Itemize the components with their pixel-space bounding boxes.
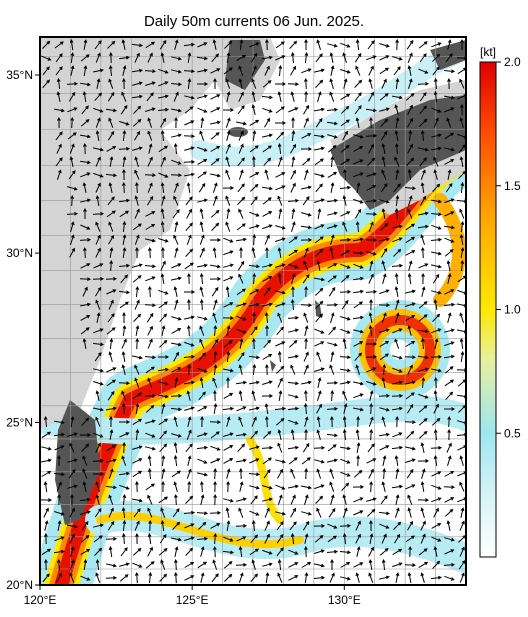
- colorbar-unit: [kt]: [480, 45, 496, 59]
- colorbar: [479, 61, 497, 558]
- lat-label: 35°N: [6, 68, 33, 82]
- lon-label: 125°E: [176, 593, 209, 607]
- map-area: [40, 37, 466, 585]
- colorbar-label: 1.5: [504, 179, 521, 193]
- map-frame: [39, 36, 467, 586]
- current-arrows: [40, 38, 466, 584]
- lon-label: 120°E: [24, 593, 57, 607]
- islands: [55, 40, 466, 525]
- lat-label: 30°N: [6, 246, 33, 260]
- lon-label: 130°E: [328, 593, 361, 607]
- colorbar-label: 2.0: [504, 55, 521, 69]
- graticule: [40, 37, 466, 585]
- colorbar-label: 0.5: [504, 426, 521, 440]
- map-title: Daily 50m currents 06 Jun. 2025.: [144, 13, 364, 30]
- colorbar-label: 1.0: [504, 303, 521, 317]
- lat-label: 20°N: [6, 578, 33, 592]
- lat-label: 25°N: [6, 415, 33, 429]
